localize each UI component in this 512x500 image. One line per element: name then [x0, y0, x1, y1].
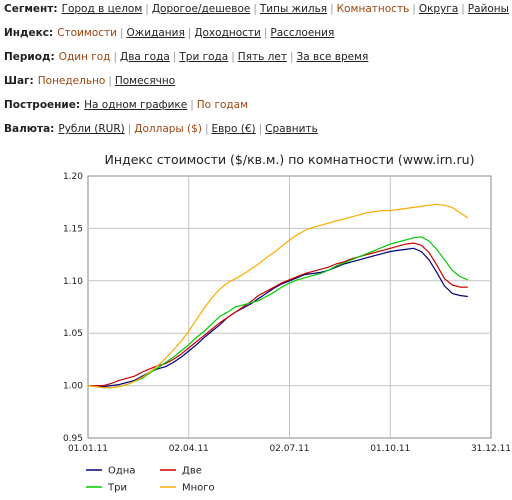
option-separator: | — [258, 123, 263, 135]
x-tick-label: 02.04.11 — [169, 444, 209, 454]
legend-label: Одна — [108, 466, 135, 477]
filter-option-link[interactable]: Районы — [467, 3, 509, 15]
filter-row-label: Валюта: — [4, 123, 55, 135]
filter-row: Шаг: Понедельно | Помесячно — [4, 74, 510, 98]
option-separator: | — [330, 3, 334, 15]
y-tick-label: 1.15 — [63, 224, 83, 234]
filter-row: Валюта: Рубли (RUR) | Доллары ($) | Евро (€) |… — [4, 122, 510, 146]
filter-option-link[interactable]: Сравнить — [265, 123, 318, 135]
option-separator: | — [461, 3, 465, 15]
filter-option-link[interactable]: Ожидания — [126, 27, 185, 39]
option-separator: | — [113, 51, 117, 63]
filter-option-link[interactable]: Город в целом — [61, 3, 143, 15]
filter-row: Построение: На одном графике | По годам — [4, 98, 510, 122]
filter-row: Период: Один год | Два года | Три года | Пять л… — [4, 50, 510, 74]
chart-container: 0.95 1.00 1.05 1.10 1.15 1.20 01.01.11 02.04.11… — [0, 140, 512, 496]
filter-panel: Сегмент: Город в целом | Дорогое/дешевое | Ти… — [4, 2, 510, 146]
x-tick-label: 01.10.11 — [370, 444, 410, 454]
filter-option-link[interactable]: Три года — [179, 51, 229, 63]
y-tick-label: 1.10 — [63, 277, 83, 287]
y-tick-label: 0.95 — [63, 434, 83, 444]
filter-row-label: Шаг: — [4, 75, 34, 87]
filter-option-selected[interactable]: Понедельно — [37, 75, 106, 87]
legend-label: Много — [182, 483, 215, 494]
y-tick-label: 1.00 — [63, 382, 83, 392]
filter-option-link[interactable]: Расслоения — [270, 27, 335, 39]
filter-option-selected[interactable]: Комнатность — [336, 3, 410, 15]
price-index-chart: 0.95 1.00 1.05 1.10 1.15 1.20 01.01.11 02.04.11… — [63, 152, 511, 494]
filter-option-link[interactable]: Рубли (RUR) — [58, 123, 125, 135]
filter-option-link[interactable]: Помесячно — [114, 75, 176, 87]
filter-option-link[interactable]: За все время — [296, 51, 369, 63]
option-separator: | — [231, 51, 235, 63]
filter-row: Индекс: Стоимости | Ожидания | Доходности | Рас… — [4, 26, 510, 50]
option-separator: | — [204, 123, 209, 135]
option-separator: | — [289, 51, 294, 63]
chart-title: Индекс стоимости ($/кв.м.) по комнатност… — [105, 152, 475, 167]
option-separator: | — [412, 3, 416, 15]
legend-label: Две — [182, 466, 202, 477]
filter-row: Сегмент: Город в целом | Дорогое/дешевое | Ти… — [4, 2, 510, 26]
x-tick-label: 01.01.11 — [68, 444, 108, 454]
filter-option-link[interactable]: Пять лет — [237, 51, 287, 63]
x-tick-label: 02.07.11 — [269, 444, 309, 454]
filter-row-label: Индекс: — [4, 27, 54, 39]
series-line — [87, 203, 469, 389]
option-separator: | — [127, 123, 132, 135]
filter-option-link[interactable]: Типы жилья — [259, 3, 328, 15]
option-separator: | — [263, 27, 268, 39]
filter-option-link[interactable]: Округа — [418, 3, 459, 15]
filter-option-selected[interactable]: Доллары ($) — [134, 123, 202, 135]
option-separator: | — [145, 3, 149, 15]
option-separator: | — [190, 99, 194, 111]
legend-label: Три — [107, 483, 127, 494]
option-separator: | — [172, 51, 177, 63]
filter-option-link[interactable]: Евро (€) — [211, 123, 256, 135]
filter-option-link[interactable]: Дорогое/дешевое — [151, 3, 251, 15]
filter-option-selected[interactable]: Стоимости — [57, 27, 117, 39]
filter-option-link[interactable]: Два года — [120, 51, 170, 63]
filter-row-label: Построение: — [4, 99, 81, 111]
option-separator: | — [108, 75, 112, 87]
filter-option-link[interactable]: Доходности — [194, 27, 261, 39]
series-line — [88, 242, 468, 387]
option-separator: | — [187, 27, 192, 39]
filter-option-selected[interactable]: Один год — [58, 51, 111, 63]
filter-option-link[interactable]: На одном графике — [84, 99, 188, 111]
option-separator: | — [253, 3, 257, 15]
x-tick-label: 31.12.11 — [471, 444, 511, 454]
series-line — [87, 236, 469, 389]
y-tick-label: 1.05 — [63, 329, 83, 339]
filter-option-selected[interactable]: По годам — [196, 99, 248, 111]
filter-row-label: Сегмент: — [4, 3, 58, 15]
filter-row-label: Период: — [4, 51, 55, 63]
y-tick-label: 1.20 — [63, 172, 83, 182]
option-separator: | — [119, 27, 124, 39]
